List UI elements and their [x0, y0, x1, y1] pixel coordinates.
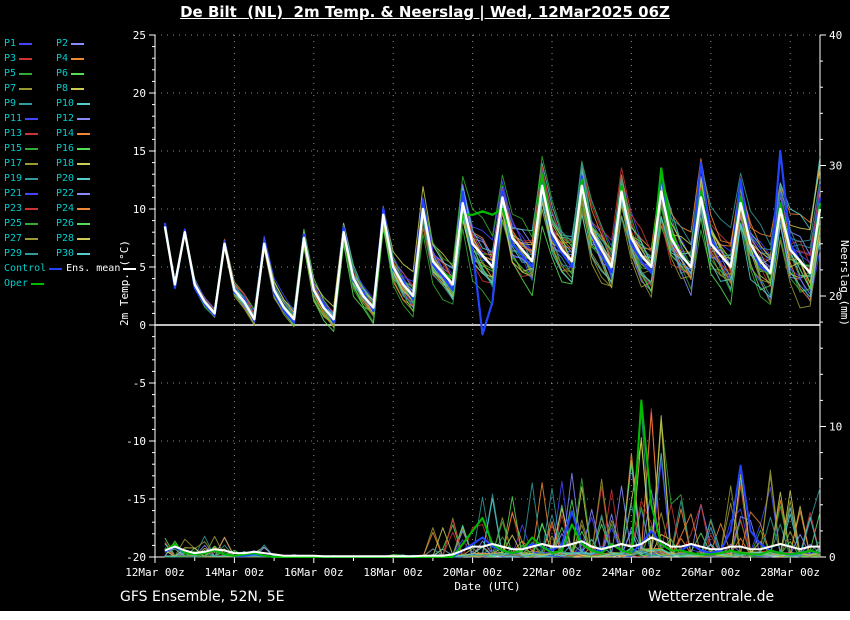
member-precip-line	[165, 416, 820, 557]
x-tick-label: 20Mar 00z	[443, 566, 503, 579]
left-tick-label: -5	[133, 377, 146, 390]
left-axis-title: 2m Temp. (°C)	[118, 240, 131, 326]
x-tick-label: 12Mar 00z	[125, 566, 185, 579]
left-tick-label: 0	[139, 319, 146, 332]
member-precip-line	[165, 424, 820, 557]
member-precip-line	[165, 409, 820, 557]
right-tick-label: 10	[829, 421, 842, 434]
left-tick-label: 5	[139, 261, 146, 274]
left-tick-label: 25	[133, 29, 146, 42]
x-tick-label: 28Mar 00z	[760, 566, 820, 579]
member-precip-line	[165, 409, 820, 557]
oper-precip-line	[165, 400, 820, 557]
right-tick-label: 40	[829, 29, 842, 42]
left-tick-label: 20	[133, 87, 146, 100]
control-temp-line	[165, 151, 820, 334]
x-tick-label: 16Mar 00z	[284, 566, 344, 579]
right-tick-label: 30	[829, 160, 842, 173]
left-tick-label: -10	[126, 435, 146, 448]
left-tick-label: 15	[133, 145, 146, 158]
right-tick-label: 0	[829, 551, 836, 564]
right-axis-title: Neerslag (mm)	[838, 240, 850, 326]
x-tick-label: 18Mar 00z	[363, 566, 423, 579]
chart-plot: 2520151050-5-10-15-2040302010012Mar 00z1…	[0, 0, 850, 620]
x-tick-label: 26Mar 00z	[681, 566, 741, 579]
member-precip-line	[165, 413, 820, 557]
x-tick-label: 24Mar 00z	[602, 566, 662, 579]
left-tick-label: -20	[126, 551, 146, 564]
left-tick-label: 10	[133, 203, 146, 216]
meteogram-page: De Bilt (NL) 2m Temp. & Neerslag | Wed, …	[0, 0, 850, 620]
model-label: GFS Ensemble, 52N, 5E	[120, 589, 285, 605]
x-tick-label: 22Mar 00z	[522, 566, 582, 579]
left-tick-label: -15	[126, 493, 146, 506]
bottom-strip	[0, 611, 850, 620]
x-axis-title: Date (UTC)	[454, 580, 520, 593]
x-tick-label: 14Mar 00z	[205, 566, 265, 579]
site-label: Wetterzentrale.de	[648, 589, 774, 605]
member-precip-line	[165, 421, 820, 557]
